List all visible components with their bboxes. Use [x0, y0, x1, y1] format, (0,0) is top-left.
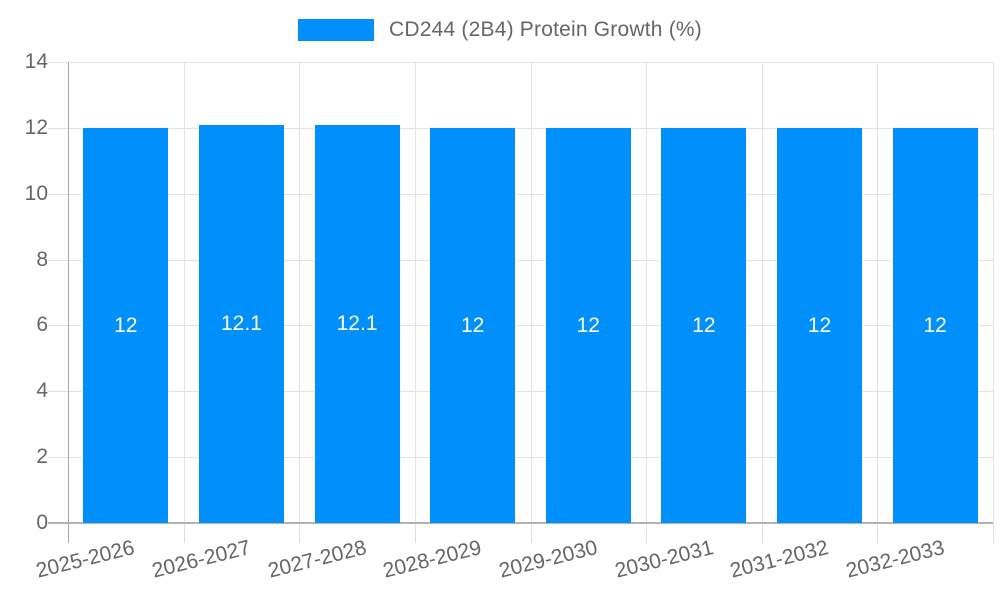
y-axis-tick-label: 2 — [36, 445, 48, 468]
bar[interactable] — [545, 128, 631, 523]
gridline-x — [415, 62, 416, 523]
x-axis-line — [48, 522, 993, 524]
x-tick-mark — [184, 523, 185, 543]
y-axis-tick-label: 10 — [24, 182, 48, 205]
x-axis-tick-label: 2031-2032 — [727, 536, 831, 583]
x-axis-tick-label: 2030-2031 — [612, 536, 716, 583]
bar-value-label: 12 — [807, 313, 832, 337]
plot-area: 12 12.1 12.1 12 12 12 12 12 — [48, 62, 994, 543]
bar-value-label: 12 — [692, 313, 716, 337]
y-axis-tick-label: 6 — [36, 313, 48, 336]
gridline-x — [646, 62, 647, 523]
gridline-y — [68, 128, 993, 129]
bar-value-label: 12 — [461, 313, 485, 337]
gridline-y — [68, 260, 993, 261]
bar-value-label: 12.1 — [336, 312, 378, 335]
bar-value-label: 12 — [576, 313, 600, 337]
y-axis-tick-label: 8 — [36, 248, 48, 271]
x-axis-tick-label: 2028-2029 — [380, 536, 485, 583]
bar[interactable] — [198, 125, 284, 523]
bar[interactable] — [314, 125, 400, 523]
x-axis-tick-label: 2025-2026 — [34, 536, 138, 583]
bar-value-label: 12 — [114, 313, 138, 337]
gridline-y — [68, 391, 993, 392]
gridline-y — [68, 194, 993, 195]
y-tick-mark — [48, 457, 68, 458]
bar[interactable] — [83, 128, 169, 523]
x-tick-mark — [299, 523, 300, 543]
gridline-x — [299, 62, 300, 523]
x-tick-mark — [415, 523, 416, 543]
bar-value-label: 12 — [923, 313, 947, 337]
gridline-x — [877, 62, 878, 523]
bar[interactable] — [777, 128, 863, 523]
legend-label: CD244 (2B4) Protein Growth (%) — [389, 18, 702, 41]
x-tick-mark — [646, 523, 647, 543]
gridline-y — [68, 457, 993, 458]
y-tick-mark — [48, 391, 68, 392]
y-axis-tick-label: 0 — [36, 511, 48, 534]
y-tick-mark — [48, 62, 68, 63]
x-tick-mark — [531, 523, 532, 543]
gridline-x — [531, 62, 532, 523]
x-axis-tick-label: 2026-2027 — [149, 536, 253, 583]
y-tick-mark — [48, 325, 68, 326]
y-axis-line — [68, 62, 69, 543]
chart-legend[interactable]: CD244 (2B4) Protein Growth (%) — [0, 16, 1000, 44]
gridline-x — [184, 62, 185, 523]
y-tick-mark — [48, 194, 68, 195]
y-axis-tick-label: 4 — [36, 379, 48, 402]
bar[interactable] — [892, 128, 978, 523]
x-axis-tick-label: 2027-2028 — [265, 536, 369, 583]
x-axis-tick-label: 2032-2033 — [843, 536, 947, 583]
gridline-x — [762, 62, 763, 523]
legend-swatch-icon — [298, 19, 375, 41]
x-tick-mark — [993, 523, 994, 543]
x-tick-mark — [762, 523, 763, 543]
gridline-y — [68, 62, 993, 63]
y-tick-mark — [48, 260, 68, 261]
gridline-y — [68, 325, 993, 326]
bar[interactable] — [661, 128, 747, 523]
x-axis-tick-label: 2029-2030 — [496, 536, 600, 583]
x-tick-mark — [877, 523, 878, 543]
y-axis-tick-label: 14 — [24, 50, 48, 73]
bar-value-label: 12.1 — [221, 312, 262, 335]
y-tick-mark — [48, 128, 68, 129]
gridline-x — [993, 62, 994, 523]
y-axis-tick-label: 12 — [24, 116, 48, 139]
bar[interactable] — [430, 128, 516, 523]
